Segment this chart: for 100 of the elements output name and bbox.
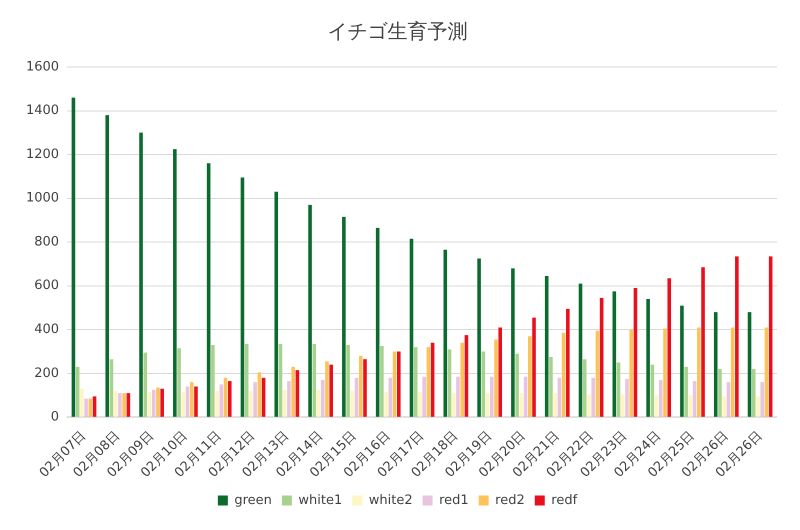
bar [278, 344, 282, 417]
bar [249, 390, 253, 417]
bar [296, 370, 300, 417]
bar [544, 276, 548, 417]
legend-label: red1 [439, 492, 469, 508]
bar [274, 192, 278, 417]
bar [714, 312, 718, 417]
y-tick-label: 1000 [26, 190, 60, 206]
bar [363, 359, 367, 417]
bar [76, 366, 80, 417]
bar [748, 312, 752, 417]
legend-label: red2 [495, 492, 525, 508]
bar [764, 327, 768, 417]
bar [194, 386, 198, 417]
bar [418, 392, 422, 417]
bar [490, 376, 494, 417]
bar [380, 346, 384, 417]
bar [692, 381, 696, 417]
legend-label: redf [551, 492, 578, 508]
bar [211, 344, 215, 417]
bar [663, 328, 667, 417]
bar [152, 390, 156, 417]
bar [410, 238, 414, 417]
bar [160, 388, 164, 417]
bar [354, 378, 358, 417]
bar [697, 327, 701, 417]
y-tick-label: 600 [34, 278, 60, 294]
bar [760, 382, 764, 417]
bar [105, 115, 110, 417]
bar [558, 378, 562, 417]
bar [126, 393, 130, 417]
bar [308, 204, 312, 417]
y-tick-label: 0 [50, 410, 60, 425]
bar [659, 380, 663, 417]
bar [114, 390, 118, 417]
bar [532, 318, 536, 417]
bar [206, 163, 210, 417]
bar [634, 288, 638, 417]
bar [122, 393, 126, 417]
chart-title: イチゴ生育予測 [328, 19, 468, 44]
bar [582, 359, 587, 417]
bar [376, 228, 380, 417]
bar [84, 398, 88, 417]
bar [325, 361, 329, 417]
bar [220, 384, 224, 417]
bar [735, 256, 739, 417]
bar [430, 342, 434, 417]
y-tick-label: 400 [34, 322, 60, 338]
bar [177, 348, 181, 417]
bar [342, 216, 346, 417]
bar [443, 250, 448, 417]
bar [88, 398, 92, 417]
bar [448, 349, 452, 417]
bar [464, 335, 468, 417]
bar [312, 344, 316, 417]
bar [486, 393, 490, 417]
bar [148, 392, 152, 417]
y-tick-label: 1200 [26, 146, 60, 162]
bar [650, 364, 654, 417]
bar [320, 380, 325, 417]
bar [287, 381, 291, 417]
bar [620, 394, 625, 417]
bar [118, 393, 122, 417]
bar [80, 388, 84, 417]
bar [701, 267, 705, 417]
bar [388, 378, 392, 417]
bar [718, 369, 722, 417]
bar [190, 382, 194, 417]
legend-label: green [234, 492, 272, 508]
y-tick-label: 200 [34, 366, 60, 381]
bar [528, 336, 532, 417]
bar [726, 382, 730, 417]
bar [596, 330, 600, 417]
bar [240, 178, 244, 417]
bar [414, 347, 418, 417]
bar [452, 393, 456, 417]
bar [667, 278, 672, 417]
bar [515, 354, 519, 417]
bar [384, 392, 388, 417]
bar [244, 344, 248, 417]
bar [224, 378, 228, 417]
bar [768, 256, 772, 417]
bar [498, 327, 502, 417]
bar [756, 396, 760, 417]
bar [578, 284, 582, 417]
bar [262, 378, 266, 417]
bar [358, 356, 363, 417]
bar [494, 339, 498, 417]
bar [181, 392, 186, 417]
bar [566, 308, 570, 417]
bar [553, 393, 557, 417]
bar [143, 352, 148, 417]
bar [215, 390, 219, 417]
bar [350, 390, 354, 417]
bar [460, 342, 464, 417]
bar [616, 362, 620, 417]
bar [253, 382, 257, 417]
bar [316, 390, 320, 417]
bar [477, 258, 481, 417]
bar [156, 388, 160, 417]
